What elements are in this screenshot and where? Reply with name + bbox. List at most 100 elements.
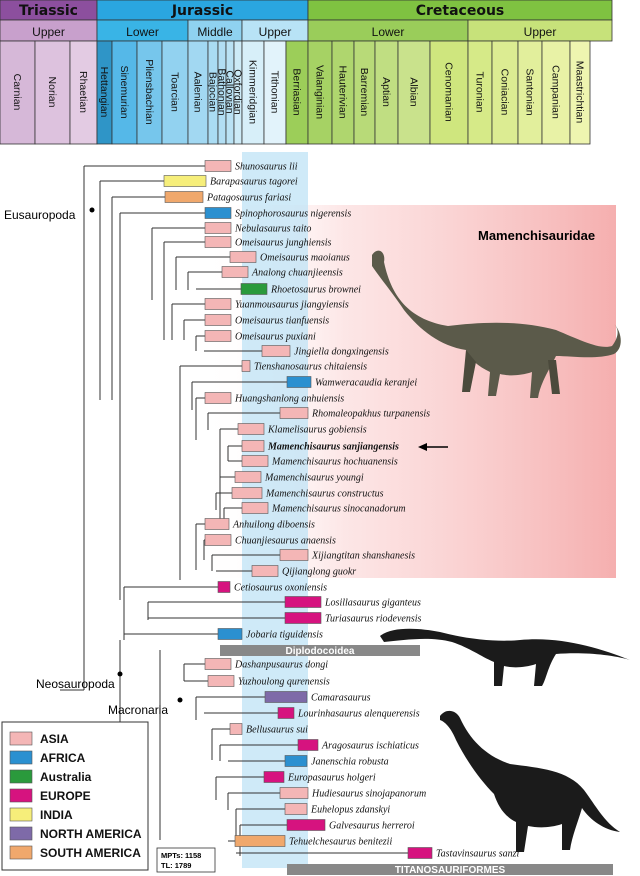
stage-label-aptian: Aptian [380, 77, 392, 107]
region-box [204, 236, 232, 248]
region-box [217, 628, 243, 640]
stage-label-bathonian: Bathonian [215, 68, 227, 115]
region-box [204, 534, 232, 546]
region-box [263, 771, 285, 783]
clade-bar-diplodocoidea: Diplodocoidea [220, 645, 420, 657]
legend-item-europe: EUROPE [9, 788, 91, 803]
taxon-anhuilong-diboensis: Anhuilong diboensis [204, 518, 315, 531]
taxon-barapasaurus-tagorei: Barapasaurus tagorei [163, 175, 298, 188]
legend-label: EUROPE [40, 789, 91, 803]
stage-label-turonian: Turonian [473, 71, 485, 112]
stage-carnian [0, 40, 36, 145]
stage-label-berriasian: Berriasian [290, 68, 302, 115]
stage-label-santonian: Santonian [523, 68, 535, 115]
stage-label-albian: Albian [407, 77, 419, 106]
stage-turonian [467, 40, 493, 145]
legend: ASIA AFRICA Australia EUROPE INDIA NORTH AMER… [1, 721, 149, 871]
stage-campanian [541, 40, 571, 145]
taxon-klamelisaurus-gobiensis: Klamelisaurus gobiensis [237, 423, 367, 436]
region-box [241, 502, 269, 514]
region-box [204, 330, 232, 342]
region-box [286, 819, 326, 831]
region-box [237, 423, 265, 435]
stage-label-rhaetian: Rhaetian [77, 71, 89, 113]
taxon-name: Europasaurus holgeri [287, 773, 376, 784]
epoch-label-5: Upper [524, 25, 557, 39]
stage-label-toarcian: Toarcian [168, 72, 180, 112]
taxon-analong-chuanjieensis: Analong chuanjieensis [221, 266, 343, 279]
region-box [284, 803, 308, 815]
region-box [284, 596, 322, 608]
taxon-name: Turiasaurus riodevensis [325, 614, 422, 625]
taxon-omeisaurus-junghiensis: Omeisaurus junghiensis [204, 236, 332, 249]
taxon-name: Chuanjiesaurus anaensis [235, 536, 336, 547]
macronarian-silhouette [440, 710, 620, 852]
taxon-spinophorosaurus-nigerensis: Spinophorosaurus nigerensis [204, 207, 351, 220]
legend-item-india: INDIA [9, 807, 73, 822]
stage-row: Carnian Norian Rhaetian Hettangian Sinemuria… [0, 40, 591, 145]
taxon-name: Yuanmousaurus jiangyiensis [235, 300, 349, 311]
taxon-rhoetosaurus-brownei: Rhoetosaurus brownei [240, 283, 361, 296]
taxon-jobaria-tiguidensis: Jobaria tiguidensis [217, 628, 323, 641]
stage-label-aalenian: Aalenian [191, 72, 203, 113]
stage-santonian [517, 40, 543, 145]
taxon-aragosaurus-ischiaticus: Aragosaurus ischiaticus [297, 739, 419, 752]
taxon-name: Xijiangtitan shanshanesis [311, 551, 415, 562]
taxon-name: Spinophorosaurus nigerensis [235, 209, 351, 220]
stage-label-barremian: Barremian [358, 68, 370, 117]
region-box [241, 360, 251, 372]
taxon-euhelopus-zdanskyi: Euhelopus zdanskyi [284, 803, 390, 816]
taxon-mamenchisaurus-sinocanadorum: Mamenchisaurus sinocanadorum [241, 502, 406, 515]
legend-label: INDIA [40, 808, 73, 822]
taxon-name: Mamenchisaurus sinocanadorum [271, 504, 406, 515]
stage-label-hauterivian: Hauterivian [336, 65, 348, 118]
taxon-tienshanosaurus-chitaiensis: Tienshanosaurus chitaiensis [241, 360, 367, 373]
taxon-omeisaurus-maoianus: Omeisaurus maoianus [229, 251, 350, 264]
taxon-name: Janenschia robusta [311, 757, 389, 768]
taxon-omeisaurus-puxiani: Omeisaurus puxiani [204, 330, 316, 343]
taxon-rhomaleopakhus-turpanensis: Rhomaleopakhus turpanensis [279, 407, 430, 420]
region-box [234, 471, 262, 483]
node-macronaria [177, 697, 183, 703]
region-box [163, 175, 207, 187]
taxon-name: Patagosaurus fariasi [206, 193, 291, 204]
taxon-name: Aragosaurus ischiaticus [321, 741, 419, 752]
stats-box: MPTs: 1158 TL: 1789 [156, 847, 216, 873]
mamenchisaurus-illustration [372, 250, 621, 398]
taxon-nebulasaurus-taito: Nebulasaurus taito [204, 222, 311, 235]
period-label-cretaceous: Cretaceous [416, 3, 505, 19]
stage-label-valanginian: Valanginian [313, 65, 325, 119]
taxon-qijianglong-guokr: Qijianglong guokr [251, 565, 356, 578]
titanosauriformes-label: TITANOSAURIFORMES [395, 865, 506, 876]
stage-label-maastrichtian: Maastrichtian [573, 61, 585, 124]
taxon-name: Bellusaurus sui [246, 725, 308, 736]
taxon-wamweracaudia-keranjei: Wamweracaudia keranjei [286, 376, 417, 389]
taxon-name: Mamenchisaurus constructus [265, 489, 384, 500]
region-box [204, 298, 232, 310]
epoch-row: Upper Lower Middle Upper Lower Upper [0, 19, 613, 42]
taxon-name: Losillasaurus giganteus [324, 598, 421, 609]
region-box [204, 222, 232, 234]
region-box [204, 392, 232, 404]
taxon-name: Tienshanosaurus chitaiensis [254, 362, 367, 373]
region-box [204, 518, 230, 530]
taxon-patagosaurus-fariasi: Patagosaurus fariasi [164, 191, 291, 204]
region-box [204, 160, 232, 172]
taxon-chuanjiesaurus-anaensis: Chuanjiesaurus anaensis [204, 534, 336, 547]
taxon-name: Galvesaurus herreroi [329, 821, 415, 832]
taxon-name: Rhoetosaurus brownei [270, 285, 361, 296]
taxon-name: Yuzhoulong qurenensis [238, 677, 330, 688]
legend-swatch [9, 826, 33, 841]
taxon-name: Rhomaleopakhus turpanensis [311, 409, 430, 420]
region-box [204, 207, 232, 219]
stage-pliensbachian [136, 40, 163, 145]
taxon-tehuelchesaurus-benitezii: Tehuelchesaurus benitezii [234, 835, 392, 848]
region-box [279, 787, 309, 799]
taxon-omeisaurus-tianfuensis: Omeisaurus tianfuensis [204, 314, 329, 327]
clade-label-neosauropoda: Neosauropoda [36, 677, 115, 691]
taxon-name: Omeisaurus puxiani [235, 332, 316, 343]
period-label-jurassic: Jurassic [171, 3, 233, 19]
stage-toarcian [161, 40, 189, 145]
taxon-xijiangtitan-shanshanesis: Xijiangtitan shanshanesis [279, 549, 415, 562]
